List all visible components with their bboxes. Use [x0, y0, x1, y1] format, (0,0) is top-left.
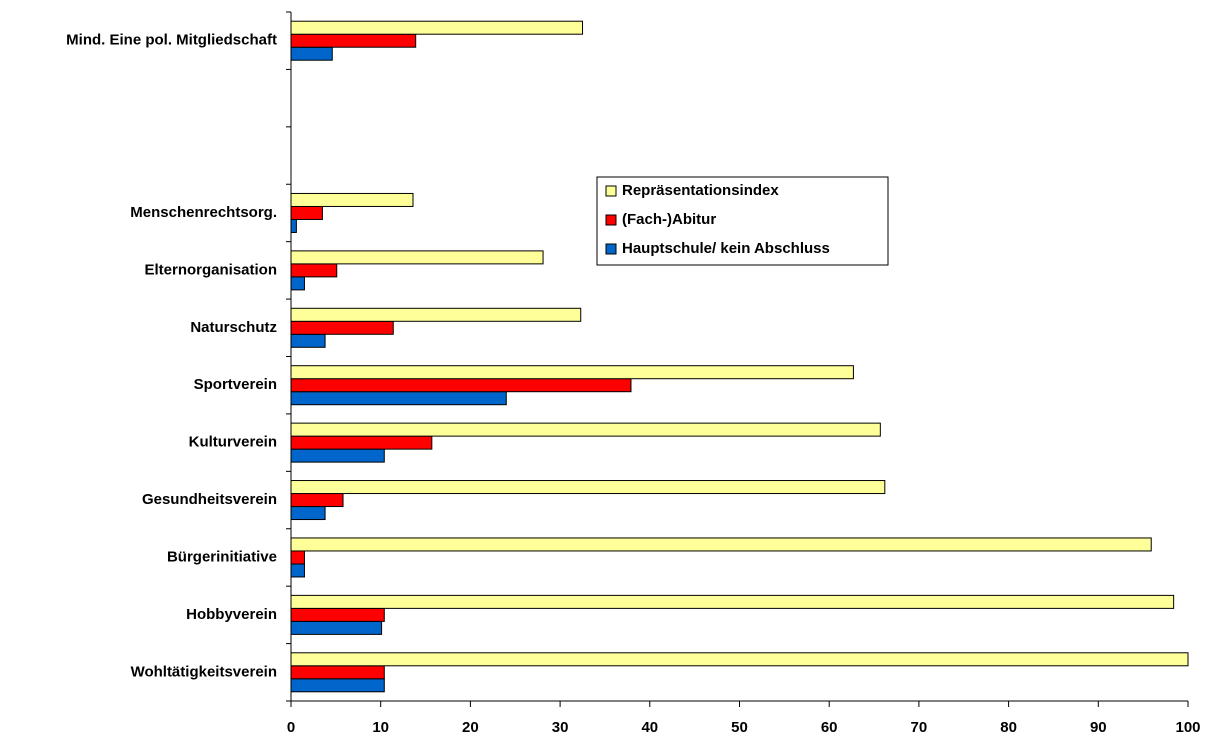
- y-tick-label: Hobbyverein: [186, 606, 277, 623]
- y-tick-label: Mind. Eine pol. Mitgliedschaft: [66, 32, 277, 49]
- bar: [290, 665, 385, 680]
- x-tick-label: 20: [462, 719, 479, 736]
- bar: [290, 678, 385, 693]
- bar: [290, 250, 544, 265]
- bar: [290, 276, 305, 291]
- x-tick-label: 90: [1090, 719, 1107, 736]
- bar: [290, 205, 323, 220]
- bar: [290, 422, 881, 437]
- legend-swatch: [605, 243, 617, 255]
- bar: [290, 46, 333, 61]
- x-tick-label: 30: [552, 719, 569, 736]
- bar: [290, 652, 1189, 667]
- legend-box: [596, 176, 889, 266]
- bar: [290, 33, 417, 48]
- x-tick-label: 40: [641, 719, 658, 736]
- bar: [290, 365, 854, 380]
- bar: [290, 594, 1175, 609]
- y-tick-label: Wohltätigkeitsverein: [131, 663, 277, 680]
- y-tick-label: Naturschutz: [190, 319, 277, 336]
- x-tick-label: 60: [821, 719, 838, 736]
- bar: [290, 480, 886, 495]
- bar: [290, 448, 385, 463]
- bar: [290, 218, 297, 233]
- x-tick-label: 100: [1175, 719, 1200, 736]
- bar: [290, 537, 1152, 552]
- bar: [290, 435, 433, 450]
- legend-swatch: [605, 214, 617, 226]
- bar: [290, 320, 394, 335]
- legend-label: (Fach-)Abitur: [622, 211, 716, 228]
- bar: [290, 192, 414, 207]
- legend-label: Hauptschule/ kein Abschluss: [622, 240, 830, 257]
- y-tick-label: Bürgerinitiative: [167, 548, 277, 565]
- x-tick-label: 50: [731, 719, 748, 736]
- bar: [290, 607, 385, 622]
- bar: [290, 506, 326, 521]
- y-tick-label: Sportverein: [194, 376, 277, 393]
- bar: [290, 550, 305, 565]
- bar: [290, 620, 383, 635]
- y-tick-label: Menschenrechtsorg.: [130, 204, 277, 221]
- bar: [290, 263, 338, 278]
- bar: [290, 307, 582, 322]
- bar: [290, 563, 305, 578]
- bar: [290, 333, 326, 348]
- bar: [290, 378, 632, 393]
- x-tick-label: 70: [911, 719, 928, 736]
- x-tick-label: 80: [1000, 719, 1017, 736]
- x-tick-label: 10: [372, 719, 389, 736]
- bar: [290, 391, 507, 406]
- x-tick-label: 0: [287, 719, 295, 736]
- bar: [290, 493, 344, 508]
- y-tick-label: Elternorganisation: [144, 261, 277, 278]
- y-tick-label: Gesundheitsverein: [142, 491, 277, 508]
- legend-swatch: [605, 185, 617, 197]
- bar: [290, 20, 584, 35]
- y-tick-label: Kulturverein: [189, 434, 277, 451]
- legend: Repräsentationsindex (Fach-)Abitur Hauptsc…: [596, 176, 889, 266]
- legend-label: Repräsentationsindex: [622, 182, 779, 199]
